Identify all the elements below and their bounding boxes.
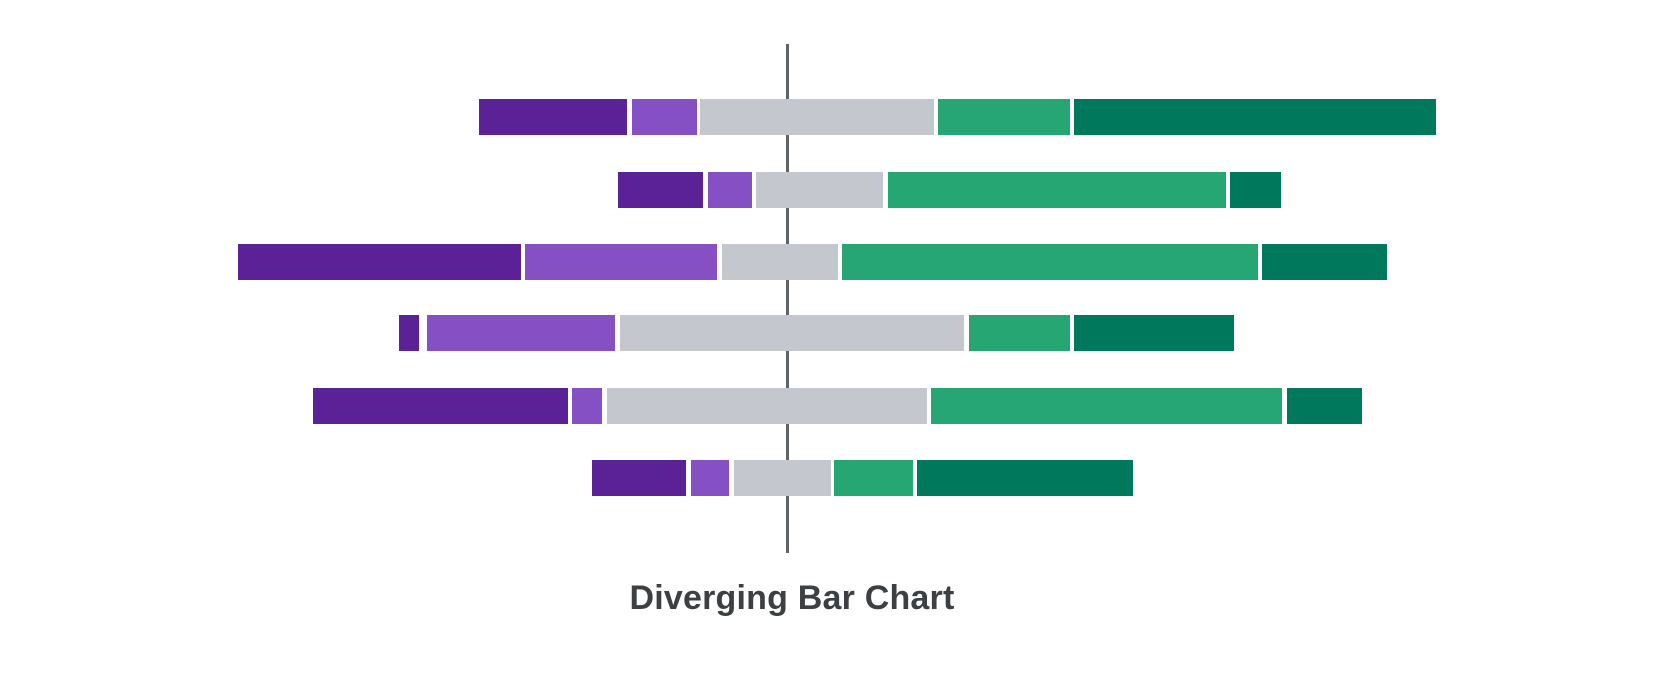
bar-segment-row-3-positive — [842, 244, 1258, 280]
bar-segment-row-4-negative — [427, 315, 615, 351]
bar-segment-row-6-negative — [691, 460, 729, 496]
center-axis-line — [786, 44, 789, 553]
bar-segment-row-2-neutral — [756, 172, 883, 208]
bar-segment-row-5-negative — [572, 388, 602, 424]
bar-segment-row-2-negative — [708, 172, 752, 208]
bar-segment-row-6-negative-strong — [592, 460, 686, 496]
bar-segment-row-5-negative-strong — [313, 388, 568, 424]
bar-segment-row-4-neutral — [620, 315, 964, 351]
bar-segment-row-4-positive — [969, 315, 1070, 351]
bar-segment-row-1-negative-strong — [479, 99, 627, 135]
bar-segment-row-5-neutral — [607, 388, 927, 424]
bar-segment-row-3-negative-strong — [238, 244, 521, 280]
chart-title: Diverging Bar Chart — [629, 579, 955, 617]
bar-segment-row-1-negative — [632, 99, 697, 135]
bar-segment-row-2-positive-strong — [1230, 172, 1281, 208]
bar-segment-row-1-positive — [938, 99, 1070, 135]
bar-segment-row-6-neutral — [734, 460, 831, 496]
bar-segment-row-6-positive-strong — [917, 460, 1133, 496]
bar-segment-row-5-positive-strong — [1287, 388, 1362, 424]
bar-segment-row-1-neutral — [700, 99, 934, 135]
bar-segment-row-2-negative-strong — [618, 172, 703, 208]
bar-segment-row-1-positive-strong — [1074, 99, 1436, 135]
bar-segment-row-4-negative-strong — [399, 315, 419, 351]
bar-segment-row-2-positive — [888, 172, 1226, 208]
bar-segment-row-3-positive-strong — [1262, 244, 1387, 280]
bar-segment-row-4-positive-strong — [1074, 315, 1234, 351]
bar-segment-row-6-positive — [834, 460, 913, 496]
bar-segment-row-5-positive — [931, 388, 1282, 424]
bar-segment-row-3-negative — [525, 244, 717, 280]
bar-segment-row-3-neutral — [722, 244, 838, 280]
